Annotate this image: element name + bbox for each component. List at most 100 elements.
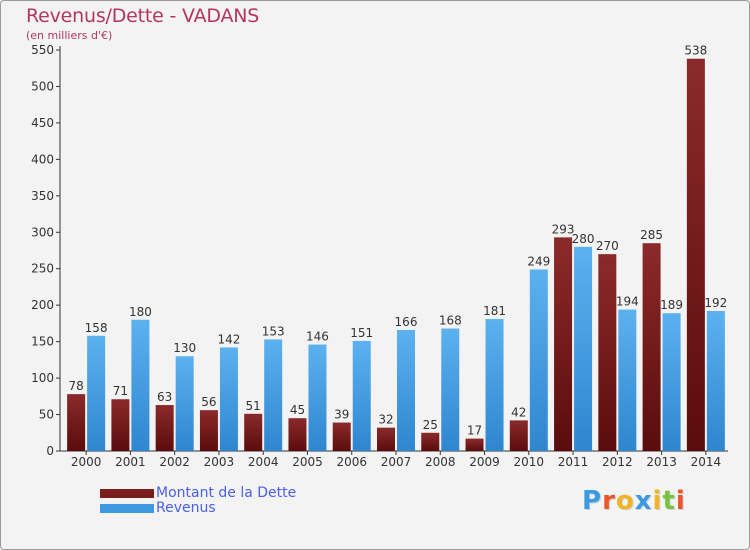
logo-letter: x: [634, 486, 653, 516]
data-label-debt-2010: 42: [511, 405, 526, 419]
logo-letter: i: [675, 486, 686, 516]
chart-subtitle: (en milliers d'€): [26, 29, 113, 42]
data-label-revenue-2010: 249: [527, 254, 550, 268]
data-label-revenue-2006: 151: [350, 326, 373, 340]
y-tick-label: 500: [31, 79, 54, 93]
x-tick-label: 2003: [204, 455, 235, 469]
x-tick-label: 2014: [691, 455, 722, 469]
bar-debt-2011: [554, 237, 573, 451]
y-tick-label: 0: [46, 444, 54, 458]
bar-revenue-2008: [441, 328, 460, 451]
bar-debt-2004: [244, 413, 263, 451]
bar-debt-2002: [155, 405, 174, 451]
chart-plot: 0 50 100 150 200 250 300 350 400 450 500 550 2000 200…: [31, 43, 728, 469]
data-label-debt-2000: 78: [68, 379, 83, 393]
bar-revenue-2011: [574, 246, 593, 451]
data-label-revenue-2001: 180: [129, 305, 152, 319]
data-label-debt-2012: 270: [596, 239, 619, 253]
logo-letter: t: [662, 486, 676, 516]
x-tick-label: 2004: [248, 455, 279, 469]
bar-revenue-2001: [131, 319, 150, 451]
data-label-debt-2008: 25: [423, 418, 438, 432]
data-label-revenue-2013: 189: [660, 298, 683, 312]
data-label-debt-2013: 285: [640, 228, 663, 242]
bar-debt-2009: [465, 438, 484, 451]
bar-debt-2008: [421, 432, 440, 451]
logo-letter: o: [615, 486, 635, 516]
data-label-revenue-2004: 153: [262, 324, 285, 338]
data-label-debt-2002: 63: [157, 390, 172, 404]
data-label-debt-2011: 293: [552, 222, 575, 236]
y-tick-label: 100: [31, 371, 54, 385]
bar-debt-2010: [509, 420, 528, 451]
data-label-revenue-2003: 142: [217, 332, 240, 346]
bar-revenue-2013: [662, 313, 681, 451]
x-tick-label: 2008: [425, 455, 456, 469]
bar-debt-2012: [598, 254, 617, 451]
data-label-revenue-2007: 166: [395, 315, 418, 329]
legend-label-revenue: Revenus: [156, 500, 216, 516]
bar-debt-2000: [67, 394, 86, 451]
logo-letter: P: [582, 486, 603, 516]
data-label-debt-2001: 71: [113, 384, 128, 398]
y-tick-label: 250: [31, 262, 54, 276]
bar-debt-2006: [332, 422, 351, 451]
bar-debt-2007: [377, 427, 395, 451]
bar-revenue-2004: [264, 339, 283, 451]
data-label-debt-2014: 538: [684, 44, 707, 58]
proxiti-logo: Proxiti: [582, 486, 686, 516]
data-label-debt-2009: 17: [467, 424, 482, 438]
y-tick-label: 150: [31, 335, 54, 349]
bar-debt-2003: [199, 410, 218, 451]
y-tick-label: 50: [39, 408, 54, 422]
x-tick-label: 2001: [115, 455, 146, 469]
y-tick-label: 300: [31, 225, 54, 239]
bar-revenue-2002: [175, 356, 194, 451]
x-tick-label: 2007: [381, 455, 412, 469]
bar-revenue-2009: [485, 319, 504, 451]
data-label-revenue-2000: 158: [85, 321, 108, 335]
data-label-revenue-2008: 168: [439, 314, 462, 328]
chart-title: Revenus/Dette - VADANS: [26, 5, 260, 27]
x-tick-label: 2011: [558, 455, 589, 469]
bar-revenue-2007: [397, 329, 415, 451]
bar-revenue-2014: [706, 311, 725, 451]
y-tick-label: 450: [31, 116, 54, 130]
legend-swatch-debt: [100, 489, 154, 498]
data-label-debt-2007: 32: [378, 413, 393, 427]
bar-revenue-2005: [308, 344, 327, 451]
data-label-debt-2004: 51: [246, 399, 261, 413]
data-label-revenue-2012: 194: [616, 295, 639, 309]
y-tick-label: 550: [31, 43, 54, 57]
data-label-revenue-2011: 280: [572, 232, 595, 246]
bar-debt-2013: [642, 243, 661, 451]
y-tick-label: 350: [31, 189, 54, 203]
legend-swatch-revenue: [100, 504, 154, 513]
data-label-revenue-2014: 192: [704, 296, 727, 310]
x-tick-label: 2010: [514, 455, 545, 469]
bar-debt-2001: [111, 399, 130, 451]
x-tick-label: 2006: [336, 455, 367, 469]
data-label-debt-2006: 39: [334, 408, 349, 422]
x-tick-label: 2012: [602, 455, 633, 469]
bar-revenue-2003: [219, 347, 238, 451]
x-tick-label: 2013: [646, 455, 677, 469]
legend-label-debt: Montant de la Dette: [156, 485, 297, 501]
x-tick-label: 2005: [292, 455, 323, 469]
data-label-debt-2005: 45: [290, 403, 305, 417]
bar-revenue-2012: [618, 309, 637, 451]
y-tick-label: 400: [31, 152, 54, 166]
logo-letter: r: [602, 486, 616, 516]
data-label-debt-2003: 56: [201, 395, 216, 409]
bar-debt-2005: [288, 418, 307, 451]
bar-revenue-2010: [529, 269, 548, 451]
data-label-revenue-2009: 181: [483, 304, 506, 318]
x-tick-label: 2002: [159, 455, 190, 469]
x-tick-label: 2000: [71, 455, 102, 469]
data-label-revenue-2005: 146: [306, 330, 329, 344]
y-tick-label: 200: [31, 298, 54, 312]
x-tick-label: 2009: [469, 455, 500, 469]
bar-revenue-2000: [87, 335, 106, 451]
bar-debt-2014: [686, 58, 705, 452]
